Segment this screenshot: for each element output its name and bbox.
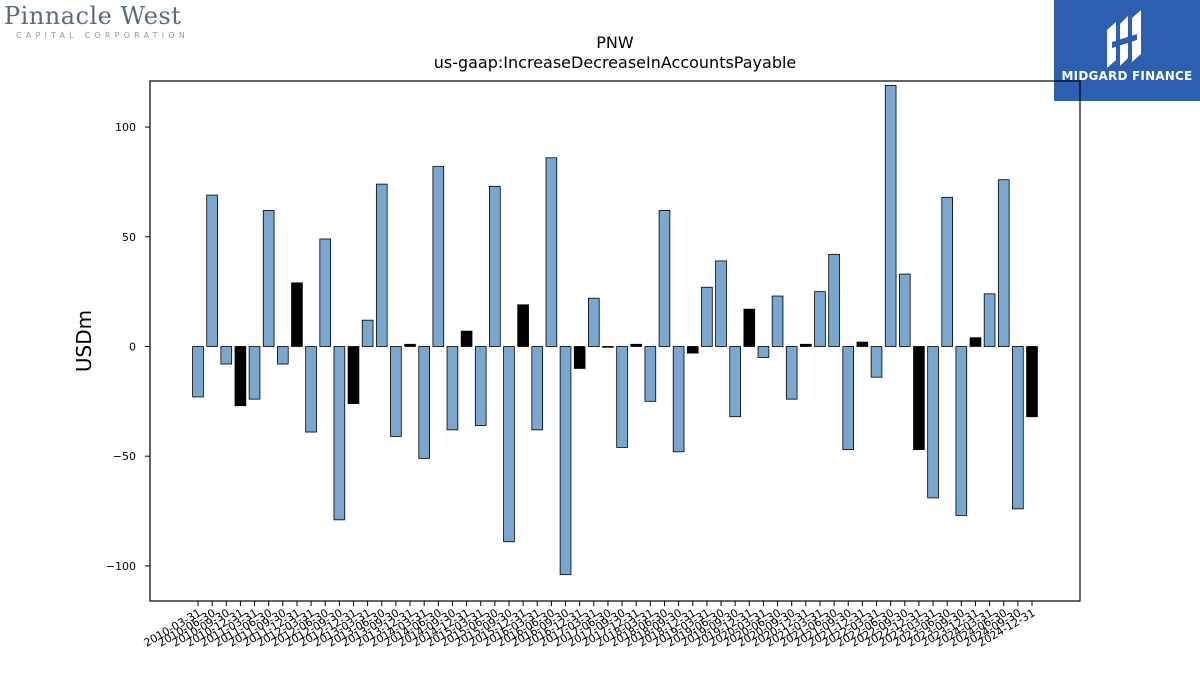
bar-2012-06-30	[319, 238, 332, 347]
bar-2024-12-31	[1026, 346, 1038, 418]
bar-2012-09-30	[333, 346, 346, 521]
company-logo: Pinnacle West CAPITAL CORPORATION	[4, 2, 194, 46]
bar-2018-03-31	[644, 346, 657, 402]
bar-2016-03-31	[531, 346, 544, 431]
bars-group	[192, 84, 1038, 576]
bar-2015-03-31	[474, 346, 487, 426]
y-tick-label: 100	[115, 121, 136, 134]
bar-2023-12-31	[969, 337, 982, 347]
bar-2015-12-31	[517, 304, 529, 347]
bar-2017-03-31	[588, 297, 600, 347]
bar-2022-09-30	[898, 273, 911, 347]
bar-2022-06-30	[884, 84, 897, 347]
brand-logo: MIDGARD FINANCE	[1054, 0, 1200, 101]
bar-2019-03-31	[701, 286, 713, 347]
y-tick-label: 0	[129, 340, 136, 353]
y-tick-label: −50	[113, 450, 136, 463]
bar-2018-12-31	[686, 346, 699, 354]
bar-2021-09-30	[842, 346, 855, 451]
bar-2015-09-30	[503, 346, 515, 543]
bar-2020-06-30	[771, 295, 784, 347]
bar-2014-06-30	[432, 166, 445, 347]
bar-2013-06-30	[375, 183, 388, 347]
y-axis-label: USDm	[72, 310, 96, 372]
y-axis: −100 −50 0 50 100	[106, 121, 150, 573]
bar-2020-09-30	[785, 346, 798, 400]
bar-2010-12-31	[234, 346, 247, 407]
bar-2021-12-31	[856, 341, 869, 347]
brand-name: MIDGARD FINANCE	[1061, 69, 1193, 83]
bar-2020-12-31	[800, 343, 812, 347]
bar-2022-03-31	[870, 346, 883, 378]
bar-2020-03-31	[757, 346, 770, 358]
bar-2017-09-30	[616, 346, 628, 448]
bar-2014-12-31	[460, 330, 473, 347]
bar-2010-09-30	[220, 346, 233, 365]
bar-2013-03-31	[361, 319, 374, 347]
bar-2013-12-31	[404, 343, 416, 347]
bar-2015-06-30	[489, 185, 501, 347]
bar-2012-12-31	[347, 346, 360, 404]
logo-name: Pinnacle West	[4, 2, 182, 30]
bar-2017-06-30	[602, 346, 614, 348]
bar-2023-09-30	[955, 346, 968, 516]
x-axis: 2010-03-312010-06-302010-09-302010-12-31…	[142, 601, 1038, 650]
bar-2012-03-31	[305, 346, 317, 433]
y-tick-label: 50	[122, 231, 136, 244]
bar-2017-12-31	[630, 343, 642, 347]
chart-title: PNW	[596, 33, 634, 52]
bar-2016-06-30	[545, 157, 558, 347]
brand-mark-icon	[1107, 10, 1141, 68]
bar-2024-09-30	[1012, 346, 1024, 510]
bar-2016-12-31	[573, 346, 586, 369]
bar-2014-09-30	[446, 346, 459, 431]
bar-2014-03-31	[418, 346, 430, 459]
bar-2023-06-30	[941, 196, 953, 347]
bar-2022-12-31	[913, 346, 925, 451]
logo-tagline: CAPITAL CORPORATION	[16, 31, 189, 40]
y-tick-label: −100	[106, 560, 136, 573]
bar-2011-06-30	[262, 210, 275, 347]
bar-2013-09-30	[390, 346, 402, 437]
bar-2019-12-31	[743, 308, 756, 347]
bar-2010-03-31	[192, 346, 204, 398]
bar-2024-06-30	[997, 179, 1010, 347]
bar-2023-03-31	[927, 346, 939, 499]
bar-2011-09-30	[277, 346, 289, 365]
bar-2018-09-30	[672, 346, 685, 453]
bar-2021-06-30	[828, 253, 840, 347]
chart-subtitle: us-gaap:IncreaseDecreaseInAccountsPayabl…	[434, 53, 797, 72]
bar-2021-03-31	[814, 291, 826, 347]
bar-2018-06-30	[658, 210, 671, 347]
bar-2019-06-30	[715, 260, 727, 347]
plot-frame	[149, 80, 1081, 602]
bar-2024-03-31	[983, 293, 996, 347]
bar-2019-09-30	[729, 346, 741, 418]
bar-2011-12-31	[291, 282, 303, 347]
bar-2011-03-31	[248, 346, 261, 400]
bar-2010-06-30	[206, 194, 218, 347]
bar-2016-09-30	[559, 346, 572, 576]
